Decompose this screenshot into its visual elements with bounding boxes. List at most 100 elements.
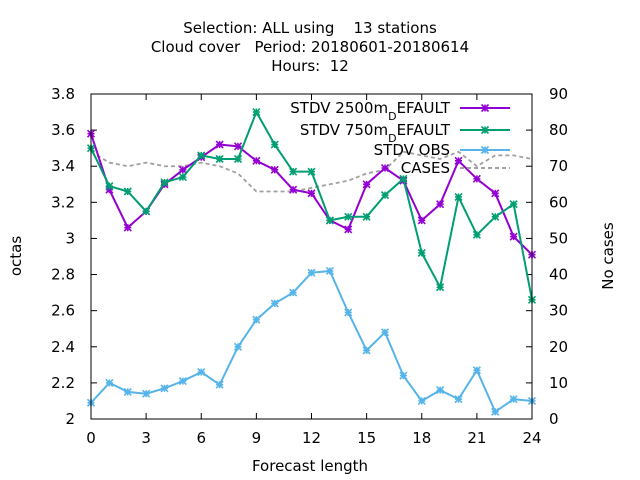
data-point bbox=[233, 342, 243, 351]
legend-label-part: CASES bbox=[401, 159, 450, 177]
y-tick-label: 2 bbox=[65, 410, 75, 428]
y2-tick-label: 0 bbox=[549, 410, 559, 428]
legend-entry-0: STDV 2500mDEFAULT bbox=[290, 99, 510, 123]
data-point bbox=[270, 140, 279, 149]
data-point bbox=[252, 156, 261, 165]
legend-label-part: EFAULT bbox=[397, 99, 451, 117]
data-point bbox=[142, 207, 151, 216]
x-tick-label: 24 bbox=[522, 429, 541, 447]
data-point bbox=[178, 172, 187, 182]
y2-tick-label: 10 bbox=[549, 374, 568, 392]
data-point bbox=[142, 389, 151, 398]
data-point bbox=[307, 167, 316, 176]
data-point bbox=[509, 232, 518, 241]
plot-area bbox=[86, 107, 537, 416]
y-tick-label: 3 bbox=[65, 229, 75, 247]
y-tick-label: 3.8 bbox=[51, 85, 75, 103]
x-tick-label: 12 bbox=[302, 429, 321, 447]
data-point bbox=[362, 180, 371, 189]
data-point bbox=[491, 407, 500, 416]
data-point bbox=[270, 165, 279, 174]
data-point bbox=[436, 200, 445, 209]
y2-tick-label: 50 bbox=[549, 229, 568, 247]
legend-label: STDV 2500mDEFAULT bbox=[290, 99, 451, 123]
series-line-2 bbox=[90, 269, 533, 414]
y2-tick-label: 90 bbox=[549, 85, 568, 103]
title-line-2: Cloud cover Period: 20180601-20180614 bbox=[151, 38, 469, 56]
data-point bbox=[454, 395, 463, 404]
data-point bbox=[123, 187, 132, 196]
y-tick-label: 3.6 bbox=[51, 121, 75, 139]
y-tick-label: 2.6 bbox=[51, 302, 75, 320]
series-3 bbox=[90, 150, 533, 193]
legend-entry-2: STDV OBS bbox=[374, 141, 510, 159]
data-point bbox=[362, 346, 371, 355]
data-point bbox=[105, 378, 114, 387]
legend-label-part: STDV 2500m bbox=[290, 99, 388, 117]
data-point bbox=[215, 154, 224, 164]
data-point bbox=[380, 191, 390, 200]
data-point bbox=[436, 283, 445, 292]
data-point bbox=[289, 185, 298, 194]
data-point bbox=[215, 380, 224, 389]
series-line-3 bbox=[90, 150, 533, 193]
y-tick-label: 2.4 bbox=[51, 338, 75, 356]
data-point bbox=[307, 268, 316, 277]
x-axis-label: Forecast length bbox=[252, 457, 368, 475]
axis-ticks: 0 3 6 9 12 15 18 21 24 2 2.2 2.4 2.6 2.8 3 3.2 3.4 3.6 3.8… bbox=[51, 85, 568, 447]
data-point bbox=[344, 308, 353, 317]
data-point bbox=[307, 189, 316, 198]
data-point bbox=[472, 366, 481, 375]
x-tick-label: 21 bbox=[467, 429, 486, 447]
x-tick-label: 9 bbox=[252, 429, 262, 447]
data-point bbox=[472, 230, 481, 239]
data-point bbox=[454, 192, 463, 201]
data-point bbox=[509, 200, 518, 209]
data-point bbox=[380, 163, 390, 173]
title-line-3: Hours: 12 bbox=[271, 57, 349, 75]
data-point bbox=[252, 315, 261, 324]
data-point bbox=[233, 142, 243, 151]
data-point bbox=[509, 395, 518, 404]
x-tick-label: 15 bbox=[357, 429, 376, 447]
legend-label: STDV OBS bbox=[374, 141, 450, 159]
data-point bbox=[105, 182, 114, 191]
data-point bbox=[417, 216, 426, 225]
data-point bbox=[344, 225, 353, 234]
data-point bbox=[454, 156, 463, 165]
legend-marker bbox=[480, 125, 490, 135]
x-tick-label: 3 bbox=[141, 429, 151, 447]
legend-label: CASES bbox=[401, 159, 450, 177]
data-point bbox=[491, 212, 500, 221]
data-point bbox=[399, 371, 408, 380]
data-point bbox=[160, 384, 169, 393]
data-point bbox=[491, 189, 500, 198]
legend-label-part: D bbox=[388, 132, 396, 145]
data-point bbox=[178, 377, 187, 386]
x-tick-label: 6 bbox=[196, 429, 206, 447]
data-point bbox=[380, 328, 390, 337]
y2-tick-label: 60 bbox=[549, 193, 568, 211]
y-tick-label: 2.8 bbox=[51, 266, 75, 284]
y-axis-label: octas bbox=[7, 236, 25, 276]
legend-label-part: D bbox=[388, 110, 396, 123]
legend-label-part: EFAULT bbox=[397, 121, 451, 139]
data-point bbox=[289, 167, 298, 176]
data-point bbox=[472, 174, 481, 183]
y2-tick-label: 20 bbox=[549, 338, 568, 356]
y2-axis-label: No cases bbox=[599, 222, 617, 290]
data-point bbox=[178, 165, 187, 174]
data-point bbox=[344, 212, 353, 221]
legend-entry-3: CASES bbox=[401, 159, 510, 177]
data-point bbox=[436, 386, 445, 395]
data-point bbox=[160, 178, 169, 187]
y2-tick-label: 70 bbox=[549, 157, 568, 175]
data-point bbox=[362, 212, 371, 221]
data-point bbox=[417, 396, 426, 406]
data-point bbox=[197, 367, 206, 377]
y2-tick-label: 30 bbox=[549, 302, 568, 320]
plot-frame bbox=[90, 93, 533, 420]
legend-label-part: STDV OBS bbox=[374, 141, 450, 159]
